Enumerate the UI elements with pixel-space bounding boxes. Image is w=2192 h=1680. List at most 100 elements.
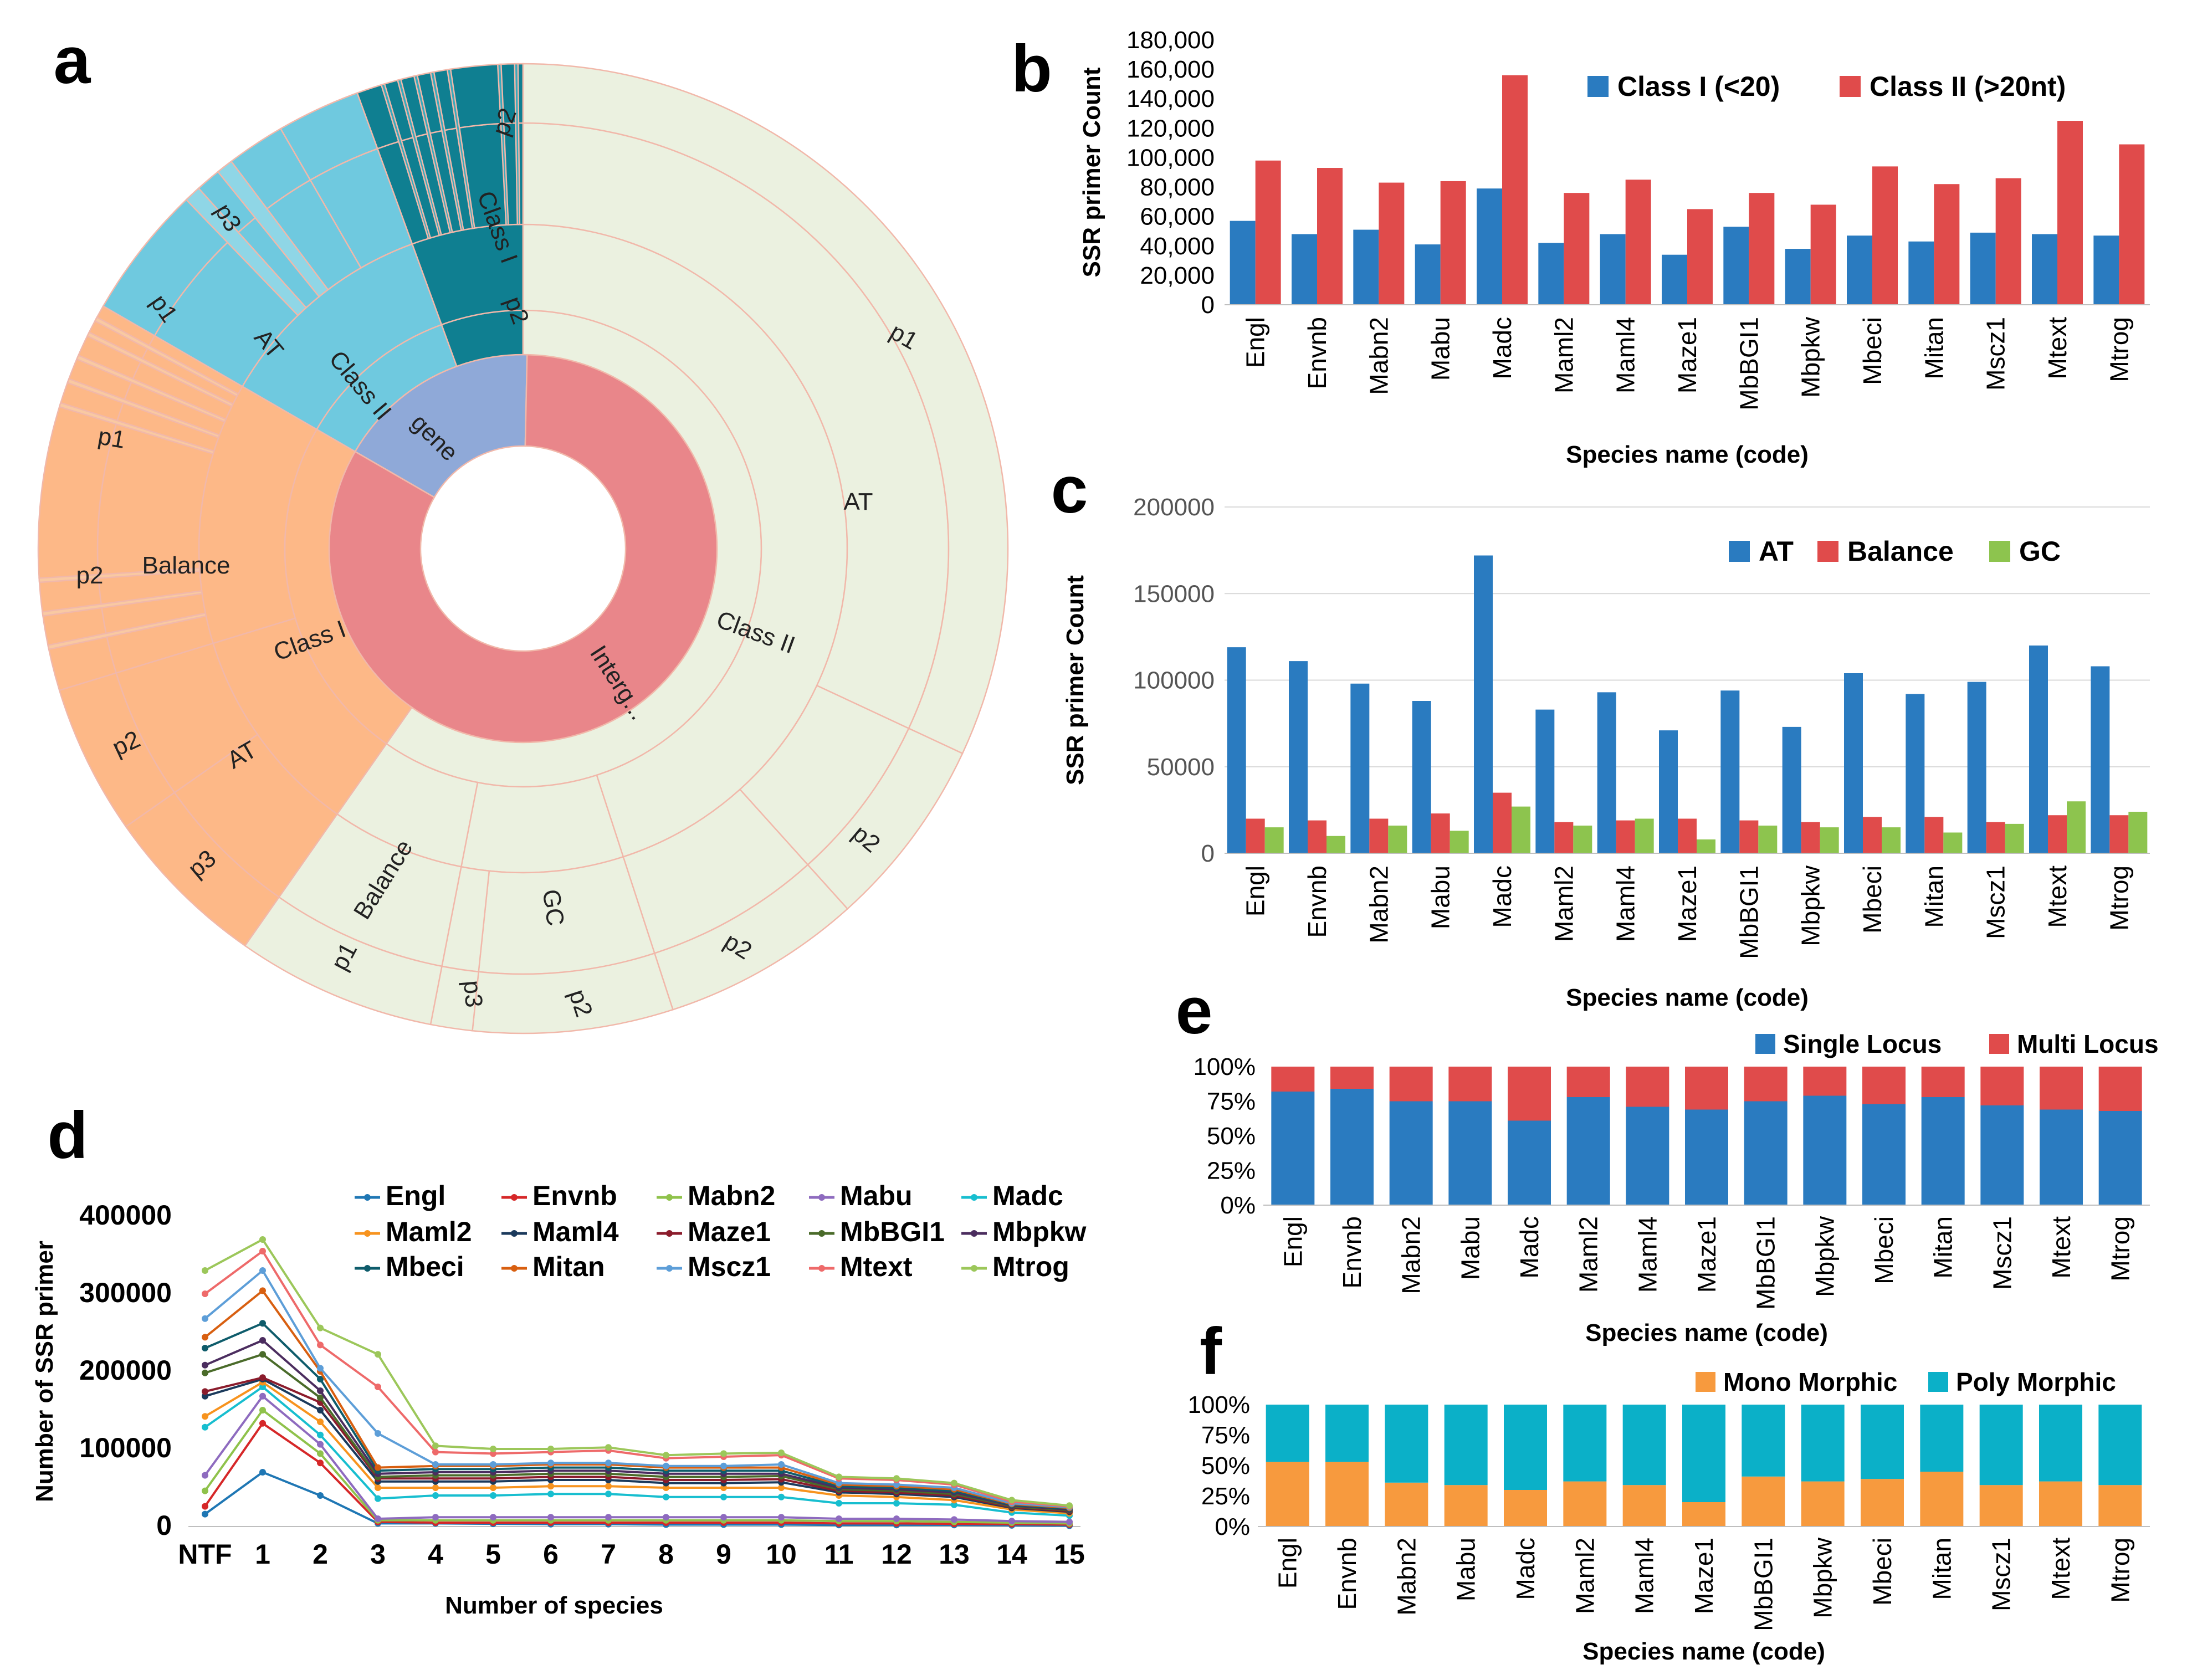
x-tick-label: 4 — [428, 1539, 443, 1570]
bar-class-ii-20nt- — [1564, 193, 1590, 305]
series-line-mbpkw — [204, 1339, 1070, 1511]
data-point-mabu — [1008, 1518, 1015, 1525]
data-point-mbeci — [259, 1320, 266, 1327]
data-point-mabu — [202, 1472, 208, 1479]
bar-balance — [1369, 818, 1389, 853]
stack-bar-single-locus — [2040, 1109, 2083, 1205]
data-point-mbpkw — [202, 1361, 208, 1369]
bar-class-ii-20nt- — [1625, 180, 1651, 305]
x-category-label: Mabn2 — [1392, 1538, 1421, 1616]
stack-bar-multi-locus — [1508, 1067, 1551, 1121]
data-point-mabn2 — [202, 1487, 208, 1494]
sunburst-teal-sliver-6 — [514, 63, 521, 226]
data-point-mbeci — [317, 1376, 324, 1382]
stack-bar-single-locus — [1508, 1120, 1551, 1205]
y-axis-title: SSR primer Count — [1062, 575, 1089, 785]
x-tick-label: 14 — [996, 1539, 1027, 1570]
x-category-label: Mabn2 — [1397, 1216, 1426, 1294]
stack-bar-single-locus — [1448, 1101, 1492, 1205]
legend-label: Maze1 — [688, 1216, 771, 1247]
stack-bar-single-locus — [1626, 1107, 1669, 1205]
legend-marker — [666, 1194, 673, 1201]
data-point-mbpkw — [259, 1337, 266, 1344]
bar-class-ii-20nt- — [1687, 209, 1713, 305]
sunburst-label-21: p3 — [458, 979, 488, 1008]
x-category-label: Engl — [1241, 865, 1270, 916]
bar-class-ii-20nt- — [2119, 144, 2145, 305]
stack-bar-multi-locus — [1862, 1067, 1906, 1104]
legend-marker — [666, 1265, 673, 1272]
data-point-mabu — [893, 1515, 900, 1522]
stack-bar-poly-morphic — [2039, 1405, 2082, 1482]
data-point-mtrog — [893, 1475, 900, 1482]
data-point-mabn2 — [259, 1407, 266, 1413]
data-point-mtrog — [951, 1479, 957, 1487]
x-category-label: Mtrog — [2106, 1538, 2134, 1603]
data-point-mabu — [1066, 1518, 1073, 1525]
sunburst-teal-sliver-3 — [429, 71, 464, 232]
series-line-mbbgi1 — [204, 1353, 1070, 1512]
data-point-madc — [317, 1431, 324, 1438]
bar-gc — [1635, 818, 1654, 853]
x-category-label: Mbeci — [1870, 1216, 1898, 1284]
x-tick-label: 5 — [485, 1539, 501, 1570]
x-category-label: Mscz1 — [1987, 1538, 2016, 1611]
data-point-mtext — [317, 1341, 324, 1349]
series-line-mabn2 — [204, 1408, 1070, 1525]
bar-balance — [2048, 815, 2067, 853]
data-point-mscz1 — [202, 1315, 208, 1322]
bar-at — [1597, 692, 1616, 853]
stack-bar-mono-morphic — [2098, 1485, 2142, 1527]
data-point-mtrog — [259, 1236, 266, 1243]
bar-class-ii-20nt- — [2057, 121, 2083, 305]
bar-class-ii-20nt- — [1255, 160, 1281, 305]
bar-gc — [1450, 831, 1469, 853]
x-category-label: Mtrog — [2106, 1216, 2135, 1282]
data-point-mtrog — [202, 1267, 208, 1274]
x-category-label: Mtrog — [2104, 317, 2133, 382]
stack-bar-poly-morphic — [1682, 1405, 1725, 1502]
data-point-mtrog — [605, 1444, 612, 1451]
data-point-mabu — [490, 1514, 496, 1521]
x-category-label: Mbeci — [1858, 317, 1887, 385]
y-tick-label: 75% — [1201, 1422, 1250, 1449]
sunburst-label-10: GC — [537, 888, 570, 928]
x-category-label: MbBGI1 — [1734, 865, 1763, 959]
bar-class-ii-20nt- — [1995, 178, 2021, 305]
bar-at — [1350, 683, 1370, 853]
x-category-label: Madc — [1488, 865, 1517, 928]
x-category-label: Mbpkw — [1796, 316, 1825, 397]
stack-bar-poly-morphic — [1563, 1405, 1607, 1482]
x-category-label: Madc — [1488, 317, 1517, 379]
legend-label: GC — [2019, 536, 2061, 567]
x-tick-label: 15 — [1054, 1539, 1085, 1570]
bar-balance — [1924, 817, 1944, 853]
x-axis-title: Species name (code) — [1566, 441, 1809, 468]
bar-balance — [2109, 815, 2129, 853]
legend-label: Balance — [1847, 536, 1954, 567]
data-point-mabu — [605, 1514, 612, 1521]
data-point-mtrog — [778, 1449, 785, 1456]
x-category-label: Maml4 — [1611, 865, 1640, 942]
bar-gc — [1943, 832, 1963, 853]
y-tick-label: 50000 — [1147, 754, 1215, 781]
stack-bar-mono-morphic — [1325, 1462, 1369, 1527]
data-point-maml2 — [663, 1484, 669, 1491]
bar-at — [1227, 647, 1246, 853]
stack-bar-single-locus — [1744, 1101, 1788, 1205]
sunburst-teal-sliver-2 — [413, 74, 453, 234]
data-point-mabu — [663, 1514, 669, 1521]
x-category-label: Mtrog — [2104, 865, 2133, 931]
x-category-label: Madc — [1511, 1538, 1540, 1600]
x-category-label: Mbpkw — [1796, 865, 1825, 946]
panel-e-label: e — [1176, 974, 1213, 1048]
series-line-mtrog — [204, 1238, 1070, 1507]
bar-balance — [1678, 818, 1697, 853]
y-tick-label: 0% — [1215, 1513, 1250, 1540]
x-category-label: MbBGI1 — [1734, 317, 1763, 411]
data-point-mabu — [547, 1514, 554, 1521]
stack-bar-mono-morphic — [1385, 1482, 1428, 1527]
bar-balance — [1616, 820, 1635, 853]
y-tick-label: 200000 — [1133, 494, 1215, 521]
data-point-mtrog — [317, 1324, 324, 1331]
